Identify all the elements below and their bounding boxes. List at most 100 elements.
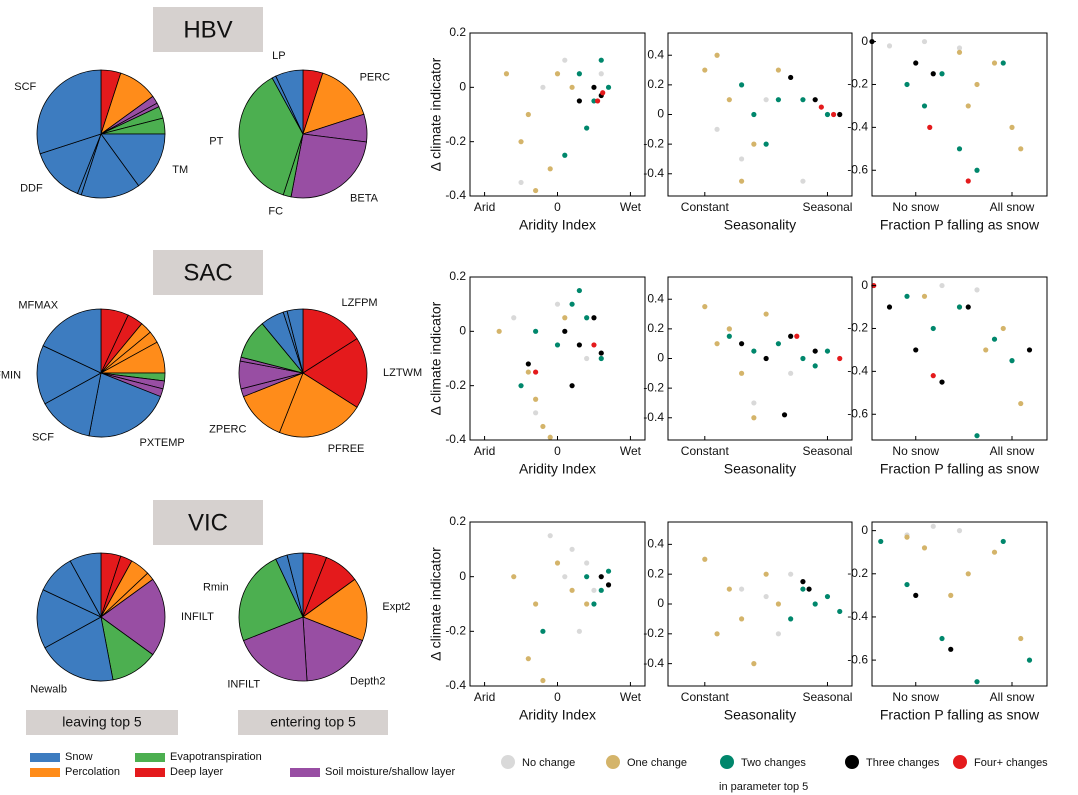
y-tick-label: -0.2 xyxy=(445,624,466,638)
point xyxy=(554,301,561,307)
point xyxy=(939,635,945,642)
point xyxy=(726,326,732,332)
slice-label: LZFPM xyxy=(342,297,378,309)
point xyxy=(584,355,590,362)
point xyxy=(763,593,769,600)
point xyxy=(794,333,800,339)
point xyxy=(591,84,597,90)
slice-label: MFMIN xyxy=(0,369,21,381)
model-label: HBV xyxy=(183,16,232,43)
x-tick-label: Seasonal xyxy=(802,200,852,214)
point xyxy=(562,152,568,158)
point xyxy=(930,71,936,77)
slice-label: ZPERC xyxy=(209,423,246,435)
point xyxy=(1018,635,1024,642)
point xyxy=(965,178,971,184)
point xyxy=(904,293,910,299)
y-tick-label: 0 xyxy=(459,569,466,583)
point xyxy=(503,71,510,77)
point xyxy=(739,341,745,347)
point xyxy=(591,587,597,593)
pie-slice xyxy=(44,372,102,437)
point xyxy=(714,631,720,637)
point xyxy=(533,601,539,607)
point xyxy=(930,373,936,379)
legend-label: Snow xyxy=(65,751,93,763)
legend-label: Evapotranspiration xyxy=(170,751,262,763)
pie-slice xyxy=(100,133,166,187)
x-tick-label: Seasonal xyxy=(802,690,852,704)
x-axis-label: Fraction P falling as snow xyxy=(880,461,1040,477)
point xyxy=(525,369,531,375)
point xyxy=(991,336,998,342)
point xyxy=(702,304,708,310)
pie-slice xyxy=(242,616,308,682)
point xyxy=(739,586,745,592)
point xyxy=(562,315,568,321)
x-axis-label: Aridity Index xyxy=(519,461,596,477)
point xyxy=(598,355,604,362)
x-tick-label: Wet xyxy=(620,690,642,704)
point xyxy=(540,677,546,684)
point xyxy=(806,586,812,592)
point xyxy=(584,125,590,131)
point xyxy=(983,347,989,353)
point xyxy=(751,141,757,147)
x-axis-label: Fraction P falling as snow xyxy=(880,707,1040,723)
point xyxy=(812,97,818,103)
slice-label: TM xyxy=(172,164,188,176)
point xyxy=(788,74,794,81)
slice-label: LP xyxy=(272,50,285,62)
pie-slice xyxy=(275,69,304,135)
point xyxy=(1018,146,1024,152)
y-tick-label: 0.2 xyxy=(449,25,466,39)
point xyxy=(726,586,732,592)
plot-frame xyxy=(469,276,646,441)
x-axis-label: Seasonality xyxy=(724,707,796,723)
point xyxy=(569,84,575,90)
point xyxy=(965,304,971,310)
point xyxy=(939,282,945,289)
point xyxy=(540,628,546,634)
point xyxy=(525,111,531,118)
slice-label: SCF xyxy=(32,432,54,444)
pie-slice xyxy=(36,69,102,155)
y-tick-label: 0.2 xyxy=(647,566,664,580)
x-tick-label: All snow xyxy=(990,690,1035,704)
point xyxy=(991,60,998,66)
legend-marker xyxy=(606,755,620,769)
point xyxy=(591,601,597,607)
point xyxy=(824,593,831,600)
pie-slice xyxy=(80,133,140,199)
point xyxy=(800,355,806,362)
slice-label: Newalb xyxy=(30,683,67,695)
point xyxy=(904,581,910,588)
slice-label: PERC xyxy=(360,71,391,83)
x-tick-label: Arid xyxy=(474,690,495,704)
legend-marker xyxy=(845,755,859,769)
point xyxy=(595,98,601,104)
x-tick-label: Constant xyxy=(681,690,730,704)
point xyxy=(591,342,597,348)
y-tick-label: -0.4 xyxy=(643,166,664,180)
point xyxy=(824,111,831,118)
x-tick-label: Seasonal xyxy=(802,444,852,458)
point xyxy=(788,333,794,339)
point xyxy=(913,347,919,353)
point xyxy=(886,43,893,49)
point xyxy=(956,49,963,55)
slice-label: PXTEMP xyxy=(140,437,185,449)
point xyxy=(788,370,794,376)
point xyxy=(569,587,575,593)
plot-frame xyxy=(667,276,853,441)
y-tick-label: 0.4 xyxy=(647,537,664,551)
point xyxy=(763,355,769,362)
point xyxy=(904,81,910,88)
point xyxy=(598,71,604,77)
slice-label: LZTWM xyxy=(383,367,422,379)
pie-slice xyxy=(302,616,364,682)
point xyxy=(702,556,708,562)
point xyxy=(554,71,561,77)
x-tick-label: No snow xyxy=(892,200,939,214)
y-tick-label: 0.2 xyxy=(647,321,664,335)
